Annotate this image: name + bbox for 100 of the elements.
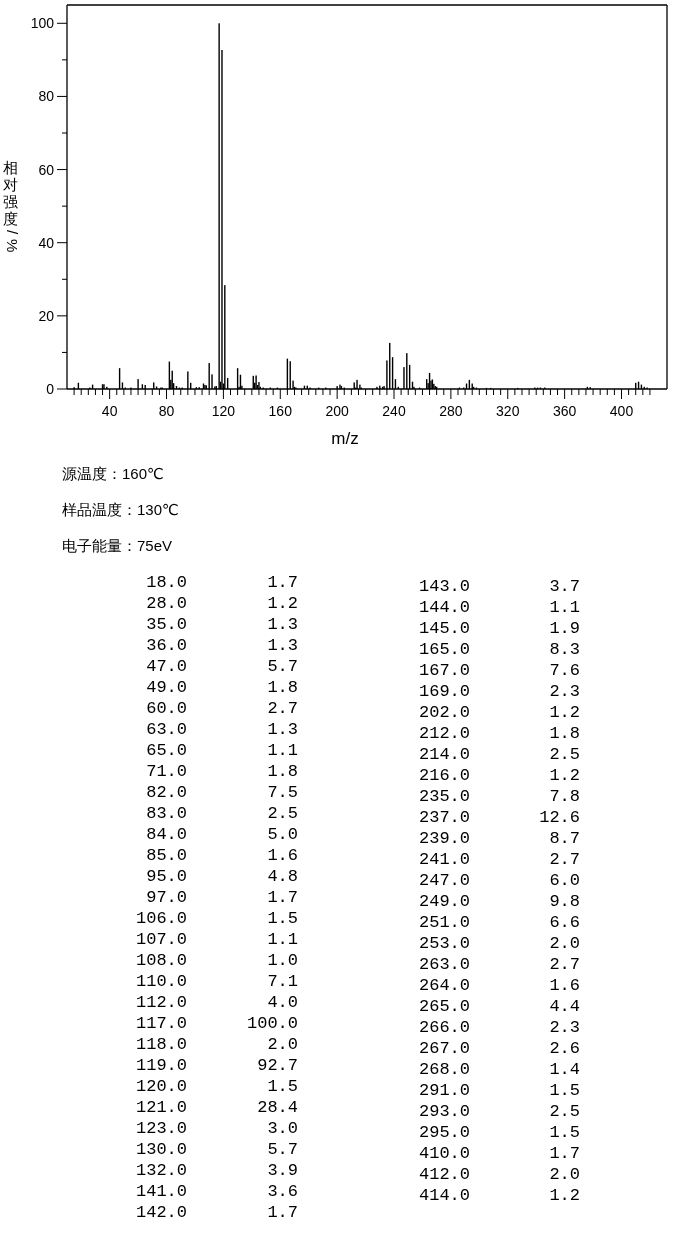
text: 2.7 xyxy=(267,699,298,718)
text: 121.0 xyxy=(135,1098,187,1117)
text: 2.5 xyxy=(549,1102,580,1121)
text: 7.6 xyxy=(549,661,580,680)
text: 35.0 xyxy=(146,615,187,634)
y-tick-label: 80 xyxy=(38,88,55,105)
text: 1.2 xyxy=(267,594,298,613)
text: 2.7 xyxy=(549,955,580,974)
text: 1.0 xyxy=(267,951,298,970)
text: 2.7 xyxy=(549,850,580,869)
text: 36.0 xyxy=(146,636,187,655)
text: 2.0 xyxy=(549,1165,580,1184)
text: 1.3 xyxy=(267,615,298,634)
x-tick-label: 160 xyxy=(268,403,293,419)
text: 85.0 xyxy=(146,846,187,865)
text: 1.6 xyxy=(267,846,298,865)
text: 412.0 xyxy=(418,1165,470,1184)
text: 3.9 xyxy=(267,1161,298,1180)
x-tick-label: 280 xyxy=(439,403,463,419)
text: 63.0 xyxy=(146,720,187,739)
text: 1.3 xyxy=(267,720,298,739)
text: 1.2 xyxy=(549,1186,580,1205)
text: 2.0 xyxy=(267,1035,298,1054)
text: 源温度：160℃ xyxy=(62,465,164,482)
text: 1.5 xyxy=(267,1077,298,1096)
text: 169.0 xyxy=(418,682,470,701)
text: 117.0 xyxy=(135,1014,187,1033)
text: 106.0 xyxy=(135,909,187,928)
text: 5.0 xyxy=(267,825,298,844)
text: 241.0 xyxy=(418,850,470,869)
text: 293.0 xyxy=(418,1102,470,1121)
text: 47.0 xyxy=(146,657,187,676)
text: 5.7 xyxy=(267,1140,298,1159)
text: 295.0 xyxy=(418,1123,470,1142)
text: 4.8 xyxy=(267,867,298,886)
text: 1.5 xyxy=(267,909,298,928)
text: 253.0 xyxy=(418,934,470,953)
text: 6.0 xyxy=(549,871,580,890)
text: 1.7 xyxy=(267,573,298,592)
text: 1.7 xyxy=(267,1203,298,1222)
text: 1.4 xyxy=(549,1060,580,1079)
text: 263.0 xyxy=(418,955,470,974)
text: 8.3 xyxy=(549,640,580,659)
y-tick-label: 60 xyxy=(38,161,55,178)
text: 214.0 xyxy=(418,745,470,764)
text: 120.0 xyxy=(135,1077,187,1096)
text: 1.5 xyxy=(549,1081,580,1100)
text: 84.0 xyxy=(146,825,187,844)
text: 65.0 xyxy=(146,741,187,760)
text: 143.0 xyxy=(418,577,470,596)
text: 165.0 xyxy=(418,640,470,659)
text: 235.0 xyxy=(418,787,470,806)
text: 108.0 xyxy=(135,951,187,970)
x-tick-label: 240 xyxy=(382,403,406,419)
text: 9.8 xyxy=(549,892,580,911)
text: 291.0 xyxy=(418,1081,470,1100)
text: 1.1 xyxy=(267,741,298,760)
text: 132.0 xyxy=(135,1161,187,1180)
text: 216.0 xyxy=(418,766,470,785)
x-tick-label: 40 xyxy=(101,403,118,419)
text: 145.0 xyxy=(418,619,470,638)
text: 60.0 xyxy=(146,699,187,718)
text: 5.7 xyxy=(267,657,298,676)
text: 49.0 xyxy=(146,678,187,697)
text: 141.0 xyxy=(135,1182,187,1201)
text: 119.0 xyxy=(135,1056,187,1075)
text: 2.5 xyxy=(549,745,580,764)
text: 4.4 xyxy=(549,997,580,1016)
text: 110.0 xyxy=(135,972,187,991)
text: 1.1 xyxy=(267,930,298,949)
text: 2.5 xyxy=(267,804,298,823)
x-axis-title: m/z xyxy=(331,429,359,448)
text: 1.8 xyxy=(267,678,298,697)
text: 249.0 xyxy=(418,892,470,911)
text: 82.0 xyxy=(146,783,187,802)
x-tick-label: 360 xyxy=(552,403,577,419)
text: 92.7 xyxy=(257,1056,298,1075)
y-axis-title: 相对强度/% xyxy=(3,159,21,253)
text: 212.0 xyxy=(418,724,470,743)
text: 410.0 xyxy=(418,1144,470,1163)
text: 1.8 xyxy=(267,762,298,781)
text: 1.5 xyxy=(549,1123,580,1142)
text: 237.0 xyxy=(418,808,470,827)
text: 247.0 xyxy=(418,871,470,890)
text: 118.0 xyxy=(135,1035,187,1054)
y-tick-label: 100 xyxy=(30,15,55,32)
text: 142.0 xyxy=(135,1203,187,1222)
x-tick-label: 80 xyxy=(158,403,175,419)
text: 电子能量：75eV xyxy=(62,537,173,554)
text: 130.0 xyxy=(135,1140,187,1159)
text: 268.0 xyxy=(418,1060,470,1079)
text: 3.0 xyxy=(267,1119,298,1138)
text: 202.0 xyxy=(418,703,470,722)
text: 1.2 xyxy=(549,703,580,722)
text: 7.1 xyxy=(267,972,298,991)
text: 3.6 xyxy=(267,1182,298,1201)
text: 2.3 xyxy=(549,682,580,701)
text: 1.3 xyxy=(267,636,298,655)
text: 239.0 xyxy=(418,829,470,848)
text: 7.8 xyxy=(549,787,580,806)
